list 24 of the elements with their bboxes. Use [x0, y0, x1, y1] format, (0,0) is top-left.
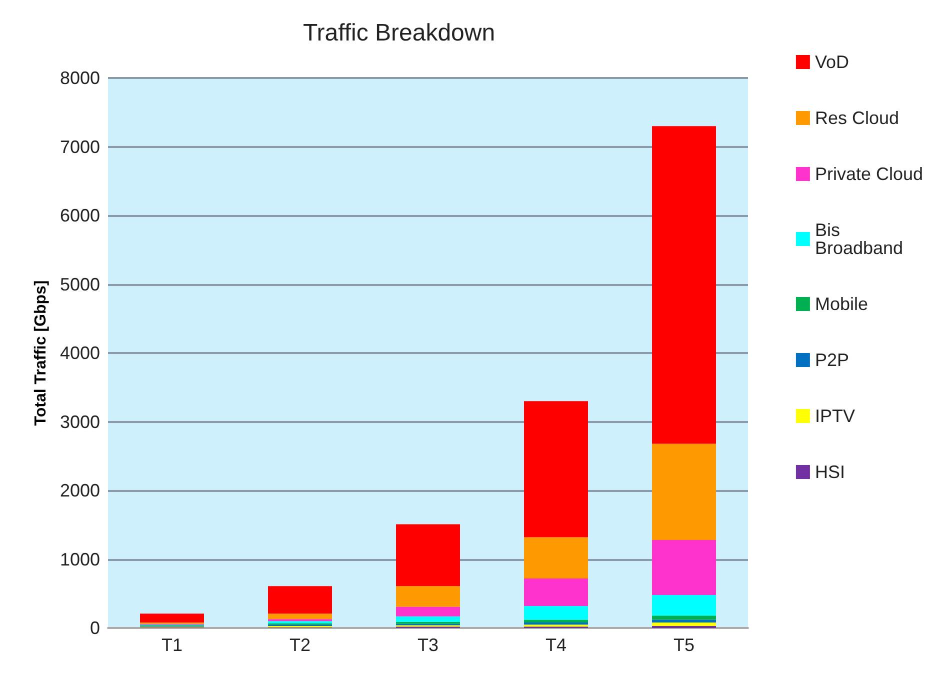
y-tick-label: 7000 — [60, 136, 100, 157]
y-tick-label: 2000 — [60, 480, 100, 500]
legend-label: Res Cloud — [814, 108, 899, 128]
legend-label: VoD — [814, 52, 849, 72]
y-tick-label: 5000 — [60, 274, 100, 294]
x-tick-label: T2 — [289, 635, 311, 655]
y-tick-label: 4000 — [60, 343, 100, 363]
y-tick-label: 0 — [90, 618, 100, 638]
y-tick-label: 3000 — [60, 412, 100, 432]
y-tick-label: 6000 — [60, 206, 100, 226]
legend-label: Private Cloud — [814, 164, 924, 184]
legend-label: Mobile — [814, 294, 868, 314]
legend-label: Bis Broadband — [814, 220, 904, 258]
y-tick-label: 8000 — [60, 68, 100, 88]
legend-label: IPTV — [814, 406, 855, 426]
y-tick-label: 1000 — [60, 549, 100, 570]
x-tick-label: T1 — [161, 635, 183, 655]
y-axis-title: Total Traffic [Gbps] — [32, 280, 50, 426]
legend-label: P2P — [814, 350, 849, 370]
x-tick-label: T3 — [417, 635, 439, 655]
x-tick-label: T4 — [545, 635, 567, 655]
x-tick-label: T5 — [673, 635, 695, 655]
legend-label: HSI — [814, 462, 845, 482]
chart-title: Traffic Breakdown — [303, 20, 496, 46]
